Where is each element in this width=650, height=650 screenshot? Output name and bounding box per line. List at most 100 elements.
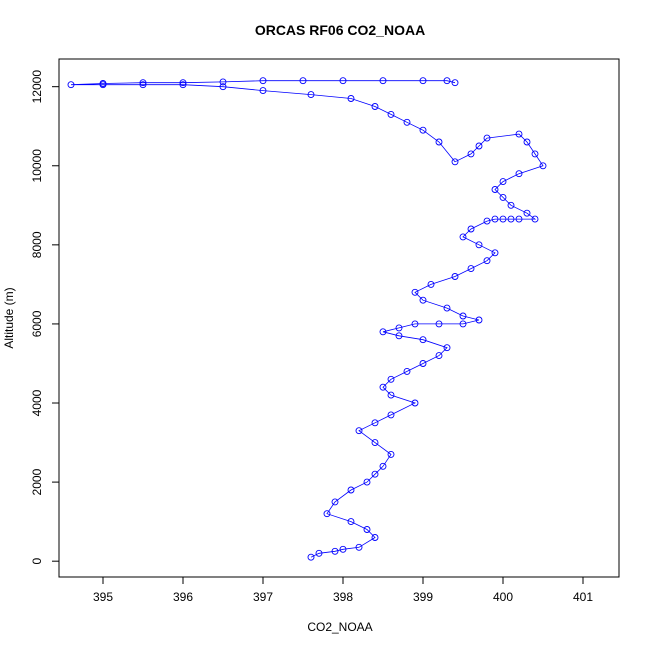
data-point xyxy=(259,77,267,85)
data-point xyxy=(347,95,355,102)
data-point xyxy=(507,215,515,223)
data-point xyxy=(419,336,427,344)
data-point xyxy=(483,257,491,265)
data-point xyxy=(539,162,547,170)
data-point xyxy=(451,79,459,87)
data-point xyxy=(371,470,379,478)
data-point xyxy=(499,178,507,186)
y-tick-label: 12000 xyxy=(30,70,44,104)
data-point xyxy=(515,130,523,138)
data-point xyxy=(219,83,227,91)
data-point xyxy=(387,450,395,458)
data-point xyxy=(467,225,475,233)
data-point xyxy=(483,217,491,225)
data-point xyxy=(435,352,443,360)
data-point xyxy=(403,118,411,126)
data-point xyxy=(387,411,395,419)
data-point xyxy=(387,110,395,118)
data-point xyxy=(411,288,419,296)
series-line xyxy=(70,80,544,558)
data-point xyxy=(347,486,355,494)
data-point xyxy=(467,265,475,273)
x-tick-label: 400 xyxy=(493,590,513,604)
data-point xyxy=(299,77,307,85)
data-point xyxy=(419,360,427,367)
data-point xyxy=(387,375,395,383)
x-tick-label: 398 xyxy=(333,590,353,604)
y-tick-label: 4000 xyxy=(30,389,44,416)
data-point xyxy=(307,91,315,99)
data-point xyxy=(451,273,459,280)
data-point xyxy=(459,233,467,241)
data-point xyxy=(531,215,539,223)
data-point xyxy=(411,399,419,407)
data-point xyxy=(331,498,339,506)
y-tick-label: 6000 xyxy=(30,310,44,337)
data-point xyxy=(411,320,419,328)
data-point xyxy=(419,296,427,304)
data-point xyxy=(371,103,379,110)
y-tick-label: 8000 xyxy=(30,231,44,258)
data-point xyxy=(371,439,379,447)
data-point xyxy=(419,126,427,134)
data-point xyxy=(515,170,523,178)
data-point xyxy=(355,543,363,551)
data-point xyxy=(419,77,427,85)
data-point xyxy=(395,332,403,340)
data-point xyxy=(427,280,435,288)
data-point xyxy=(443,77,451,85)
data-point xyxy=(139,79,147,87)
data-point xyxy=(499,215,507,223)
chart-title: ORCAS RF06 CO2_NOAA xyxy=(255,22,425,38)
x-tick-label: 401 xyxy=(573,590,593,604)
data-point xyxy=(531,150,539,158)
data-point xyxy=(491,249,499,257)
data-point xyxy=(347,518,355,526)
data-point xyxy=(443,344,451,352)
data-point xyxy=(259,87,267,95)
data-point xyxy=(339,545,347,553)
data-point xyxy=(379,383,387,391)
x-tick-label: 399 xyxy=(413,590,433,604)
data-point xyxy=(139,81,147,89)
x-axis-label: CO2_NOAA xyxy=(307,620,372,634)
data-point xyxy=(355,427,363,435)
data-point xyxy=(483,134,491,142)
data-point xyxy=(467,150,475,158)
data-point xyxy=(363,478,371,486)
data-point xyxy=(395,324,403,332)
data-point xyxy=(443,304,451,312)
data-point xyxy=(435,138,443,146)
data-point xyxy=(379,328,387,336)
y-tick-label: 0 xyxy=(30,558,44,565)
data-point xyxy=(475,241,483,249)
x-tick-label: 397 xyxy=(253,590,273,604)
data-point xyxy=(435,320,443,328)
data-point xyxy=(99,80,107,87)
data-point xyxy=(459,312,467,320)
x-tick-label: 395 xyxy=(93,590,113,604)
data-point xyxy=(491,186,499,193)
data-point xyxy=(475,142,483,150)
data-point xyxy=(371,534,379,541)
y-axis: 0 2000 4000 6000 8000 10000 12000 xyxy=(30,70,60,565)
data-point xyxy=(371,419,379,427)
data-point xyxy=(499,193,507,201)
data-point xyxy=(67,81,75,89)
data-point xyxy=(307,553,315,561)
data-point xyxy=(315,549,323,557)
data-point xyxy=(523,138,531,146)
data-point xyxy=(323,510,331,518)
data-point xyxy=(179,81,187,89)
data-point xyxy=(475,316,483,324)
data-point xyxy=(515,215,523,223)
data-point xyxy=(403,367,411,375)
data-point xyxy=(379,77,387,85)
data-point xyxy=(219,78,227,86)
data-point xyxy=(523,209,531,217)
data-point xyxy=(179,79,187,87)
x-axis: 395 396 397 398 399 400 401 xyxy=(93,576,593,604)
data-point xyxy=(459,320,467,328)
y-tick-label: 10000 xyxy=(30,149,44,183)
